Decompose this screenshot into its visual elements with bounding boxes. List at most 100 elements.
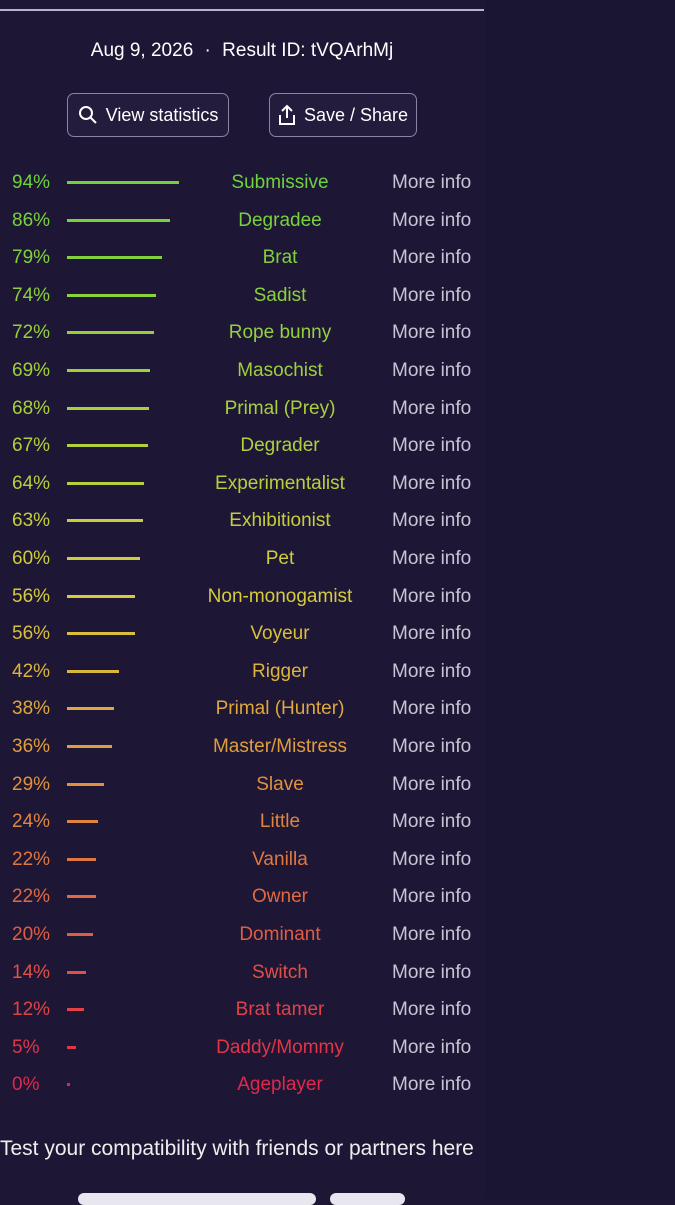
result-row: 63% Exhibitionist More info xyxy=(0,502,484,538)
result-row: 56% Non-monogamist More info xyxy=(0,578,484,614)
more-info-link[interactable]: More info xyxy=(392,247,472,269)
percent-label: 38% xyxy=(12,698,51,720)
percent-label: 42% xyxy=(12,660,51,682)
score-bar xyxy=(67,519,144,523)
score-bar xyxy=(67,594,135,598)
more-info-link[interactable]: More info xyxy=(392,1074,472,1096)
footer-link[interactable]: Test your compatibility with friends or … xyxy=(0,1137,474,1160)
button-label: View statistics xyxy=(105,104,219,125)
more-info-link[interactable]: More info xyxy=(392,284,472,306)
result-row: 24% Little More info xyxy=(0,803,484,839)
score-bar xyxy=(67,707,115,711)
save-share-button[interactable]: Save / Share xyxy=(269,93,417,137)
result-row: 56% Voyeur More info xyxy=(0,615,484,651)
percent-label: 12% xyxy=(12,999,51,1021)
percent-label: 69% xyxy=(12,360,51,381)
result-id-label: Result ID: xyxy=(222,40,306,61)
percent-label: 5% xyxy=(12,1036,40,1058)
result-row: 22% Owner More info xyxy=(0,878,484,914)
score-bar xyxy=(67,669,119,673)
more-info-link[interactable]: More info xyxy=(392,209,472,231)
score-bar xyxy=(67,970,87,974)
more-info-link[interactable]: More info xyxy=(392,999,472,1021)
trait-name: Sadist xyxy=(253,284,307,306)
more-info-link[interactable]: More info xyxy=(392,811,472,833)
result-row: 29% Slave More info xyxy=(0,766,484,802)
trait-name: Rigger xyxy=(252,660,308,682)
more-info-link[interactable]: More info xyxy=(392,698,472,720)
result-row: 60% Pet More info xyxy=(0,540,484,576)
score-bar xyxy=(67,857,96,861)
score-bar xyxy=(67,331,154,335)
percent-label: 14% xyxy=(12,961,51,983)
more-info-link[interactable]: More info xyxy=(392,172,472,193)
trait-name: Masochist xyxy=(237,360,323,381)
percent-label: 29% xyxy=(12,773,51,795)
result-row: 69% Masochist More info xyxy=(0,352,484,388)
percent-label: 94% xyxy=(12,172,51,193)
more-info-link[interactable]: More info xyxy=(392,472,472,494)
more-info-link[interactable]: More info xyxy=(392,961,472,983)
result-row: 72% Rope bunny More info xyxy=(0,314,484,350)
more-info-link[interactable]: More info xyxy=(392,736,472,757)
more-info-link[interactable]: More info xyxy=(392,886,472,908)
score-bar xyxy=(67,218,170,222)
result-row: 14% Switch More info xyxy=(0,954,484,990)
trait-name: Degradee xyxy=(238,209,322,231)
score-bar xyxy=(67,933,94,936)
result-row: 79% Brat More info xyxy=(0,239,484,275)
button-label: Save / Share xyxy=(303,104,409,125)
score-bar xyxy=(67,444,148,448)
score-bar xyxy=(67,1083,70,1087)
share-icon xyxy=(278,104,295,125)
result-row: 42% Rigger More info xyxy=(0,653,484,689)
percent-label: 22% xyxy=(12,848,51,870)
result-row: 20% Dominant More info xyxy=(0,916,484,952)
more-info-link[interactable]: More info xyxy=(392,660,472,682)
score-bar xyxy=(67,557,140,560)
more-info-link[interactable]: More info xyxy=(392,585,472,607)
trait-name: Non-monogamist xyxy=(207,585,353,607)
more-info-link[interactable]: More info xyxy=(392,773,472,795)
score-bar xyxy=(67,1045,76,1049)
score-bar xyxy=(67,820,98,824)
score-bar xyxy=(67,1008,84,1012)
result-row: 94% Submissive More info xyxy=(0,164,484,200)
more-info-link[interactable]: More info xyxy=(392,1036,472,1058)
trait-name: Brat xyxy=(262,247,298,269)
trait-name: Pet xyxy=(265,548,295,569)
result-header: Aug 9, 2026 · Result ID: tVQArhMj xyxy=(0,40,484,62)
trait-name: Owner xyxy=(252,886,308,908)
more-info-link[interactable]: More info xyxy=(392,848,472,870)
more-info-link[interactable]: More info xyxy=(392,548,472,569)
more-info-link[interactable]: More info xyxy=(392,924,472,945)
view-statistics-button[interactable]: View statistics xyxy=(67,93,229,137)
percent-label: 72% xyxy=(12,322,51,344)
more-info-link[interactable]: More info xyxy=(392,397,472,419)
more-info-link[interactable]: More info xyxy=(392,510,472,532)
result-row: 64% Experimentalist More info xyxy=(0,465,484,501)
percent-label: 56% xyxy=(12,585,51,607)
trait-name: Voyeur xyxy=(250,623,310,645)
trait-name: Slave xyxy=(256,773,304,795)
trait-name: Experimentalist xyxy=(215,472,345,494)
percent-label: 79% xyxy=(12,247,51,269)
result-row: 38% Primal (Hunter) More info xyxy=(0,690,484,726)
score-bar xyxy=(67,293,156,297)
more-info-link[interactable]: More info xyxy=(392,623,472,645)
percent-label: 24% xyxy=(12,811,51,833)
more-info-link[interactable]: More info xyxy=(392,435,472,457)
more-info-link[interactable]: More info xyxy=(392,360,472,381)
trait-name: Ageplayer xyxy=(237,1074,323,1096)
trait-name: Brat tamer xyxy=(235,999,325,1021)
score-bar xyxy=(67,895,96,899)
trait-name: Daddy/Mommy xyxy=(216,1036,344,1058)
score-bar xyxy=(67,745,112,748)
blurred-panel xyxy=(485,0,675,1199)
more-info-link[interactable]: More info xyxy=(392,322,472,344)
percent-label: 0% xyxy=(12,1074,40,1096)
result-row: 0% Ageplayer More info xyxy=(0,1066,484,1102)
percent-label: 36% xyxy=(12,736,51,757)
trait-name: Rope bunny xyxy=(228,322,332,344)
